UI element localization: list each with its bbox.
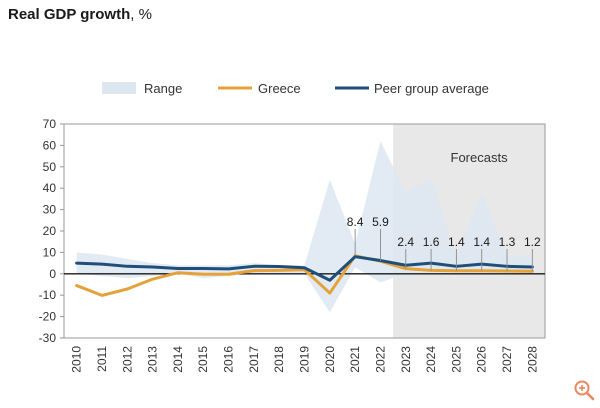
- legend: Range Greece Peer group average: [102, 81, 489, 96]
- x-tick-label: 2018: [272, 346, 286, 373]
- series-point-peer-average: [177, 267, 179, 270]
- x-tick-label: 2026: [475, 346, 489, 373]
- legend-label-range: Range: [144, 81, 182, 96]
- legend-label-greece: Greece: [258, 81, 301, 96]
- series-point-peer-average: [278, 265, 280, 268]
- y-tick-label: 0: [49, 267, 56, 281]
- chart-title-unit: , %: [130, 6, 152, 23]
- x-tick-label: 2010: [70, 346, 84, 373]
- data-label: 1.6: [423, 235, 440, 249]
- y-tick-label: -20: [39, 310, 57, 324]
- series-point-peer-average: [329, 279, 331, 282]
- x-tick-label: 2022: [373, 346, 387, 373]
- series-point-greece: [227, 273, 230, 276]
- data-label: 1.3: [499, 235, 516, 249]
- series-point-peer-average: [303, 267, 306, 269]
- x-tick-label: 2024: [424, 346, 438, 373]
- x-tick-label: 2014: [171, 346, 185, 373]
- data-label: 8.4: [347, 215, 364, 229]
- series-point-greece: [126, 288, 129, 290]
- y-tick-label: 60: [43, 138, 57, 152]
- series-point-peer-average: [151, 266, 154, 268]
- chart-title: Real GDP growth, %: [8, 6, 152, 23]
- x-tick-label: 2028: [525, 346, 539, 373]
- x-tick-label: 2021: [348, 346, 362, 373]
- data-label: 5.9: [372, 215, 389, 229]
- y-tick-label: 30: [43, 203, 57, 217]
- data-label: 2.4: [397, 235, 414, 249]
- x-tick-label: 2017: [247, 346, 261, 373]
- series-point-greece: [278, 269, 280, 272]
- series-point-greece: [75, 284, 78, 287]
- series-point-greece: [151, 278, 154, 280]
- data-label: 1.4: [448, 235, 465, 249]
- chart-title-main: Real GDP growth: [8, 6, 131, 23]
- y-tick-label: 40: [43, 181, 57, 195]
- y-tick-label: -30: [39, 331, 57, 345]
- series-point-greece: [202, 273, 205, 276]
- series-point-peer-average: [101, 263, 103, 265]
- series-point-greece: [253, 269, 255, 272]
- y-tick-label: 70: [43, 117, 57, 131]
- x-tick-label: 2027: [500, 346, 514, 373]
- series-point-peer-average: [126, 265, 129, 268]
- legend-swatch-range: [102, 82, 136, 94]
- y-tick-label: 50: [43, 160, 57, 174]
- data-label: 1.4: [473, 235, 490, 249]
- x-tick-label: 2023: [399, 346, 413, 373]
- series-point-greece: [329, 292, 331, 294]
- x-tick-label: 2013: [146, 346, 160, 373]
- series-point-peer-average: [227, 268, 230, 270]
- series-point-peer-average: [75, 262, 78, 264]
- series-point-peer-average: [354, 255, 356, 258]
- x-tick-label: 2016: [222, 346, 236, 373]
- series-point-peer-average: [253, 265, 255, 268]
- series-point-peer-average: [202, 267, 205, 270]
- series-point-greece: [101, 294, 103, 297]
- x-tick-label: 2020: [323, 346, 337, 373]
- x-tick-label: 2011: [95, 346, 109, 372]
- y-tick-label: -10: [39, 288, 57, 302]
- y-tick-label: 10: [43, 245, 57, 259]
- data-label: 1.2: [524, 235, 541, 249]
- zoom-in-icon[interactable]: [572, 378, 596, 402]
- legend-label-peer: Peer group average: [374, 81, 489, 96]
- forecast-label: Forecasts: [451, 150, 509, 165]
- series-point-greece: [177, 271, 179, 274]
- x-tick-label: 2025: [449, 346, 463, 373]
- x-tick-label: 2012: [120, 346, 134, 373]
- x-tick-label: 2019: [298, 346, 312, 373]
- x-tick-label: 2015: [196, 346, 210, 373]
- y-tick-label: 20: [43, 224, 57, 238]
